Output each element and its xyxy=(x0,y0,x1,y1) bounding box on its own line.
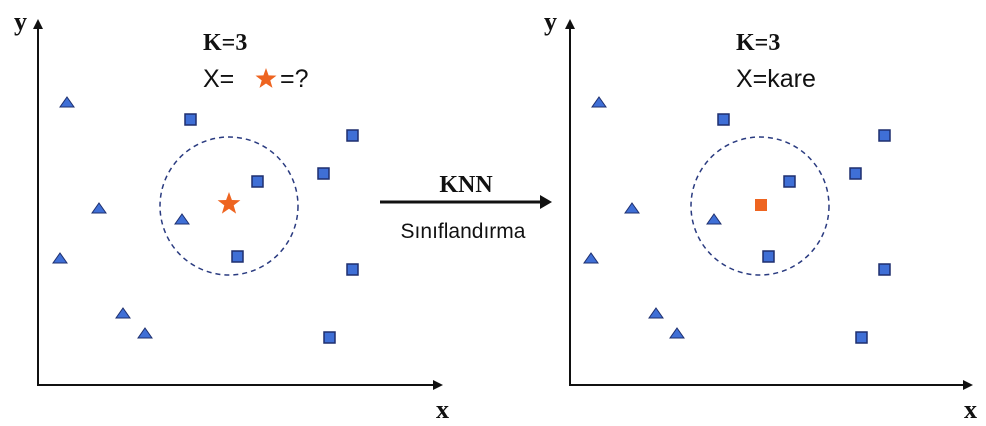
triangle-point xyxy=(706,213,722,225)
unknown-star-point xyxy=(217,192,241,214)
square-point xyxy=(184,113,197,126)
square-point xyxy=(783,175,796,188)
square-point xyxy=(346,263,359,276)
square-point xyxy=(855,331,868,344)
left-triangles xyxy=(52,96,190,339)
triangle-point xyxy=(669,327,685,339)
left-panel: y x K=3 X= =? xyxy=(14,7,449,424)
left-query-prefix: X= xyxy=(203,65,234,93)
triangle-point xyxy=(648,307,664,319)
left-x-label: x xyxy=(436,395,449,424)
left-squares xyxy=(184,113,359,344)
left-y-label: y xyxy=(14,7,27,36)
arrow-head xyxy=(540,195,552,209)
classified-square-point xyxy=(755,199,767,211)
triangle-point xyxy=(591,96,607,108)
square-point xyxy=(878,263,891,276)
right-neighbor-circle xyxy=(690,136,830,276)
triangle-point xyxy=(91,202,107,214)
square-point xyxy=(849,167,862,180)
square-point xyxy=(717,113,730,126)
square-point xyxy=(346,129,359,142)
knn-arrow: KNN Sınıflandırma xyxy=(380,172,552,243)
square-point xyxy=(231,250,244,263)
square-point xyxy=(762,250,775,263)
triangle-point xyxy=(52,252,68,264)
right-x-label: x xyxy=(964,395,977,424)
triangle-point xyxy=(624,202,640,214)
right-result-text: X=kare xyxy=(736,65,816,93)
right-k-label: K=3 xyxy=(736,30,780,56)
triangle-point xyxy=(583,252,599,264)
left-neighbor-circle xyxy=(159,136,299,276)
right-y-label: y xyxy=(544,7,557,36)
right-squares xyxy=(717,113,891,344)
query-star-icon xyxy=(255,68,277,88)
square-point xyxy=(317,167,330,180)
arrow-bottom-label: Sınıflandırma xyxy=(401,220,526,243)
triangle-point xyxy=(59,96,75,108)
left-query-suffix: =? xyxy=(280,65,309,93)
square-point xyxy=(251,175,264,188)
square-point xyxy=(323,331,336,344)
right-triangles xyxy=(583,96,722,339)
triangle-point xyxy=(115,307,131,319)
square-point xyxy=(878,129,891,142)
right-panel: y x K=3 X=kare xyxy=(544,7,977,424)
left-k-label: K=3 xyxy=(203,30,247,56)
triangle-point xyxy=(137,327,153,339)
triangle-point xyxy=(174,213,190,225)
arrow-top-label: KNN xyxy=(439,172,493,198)
